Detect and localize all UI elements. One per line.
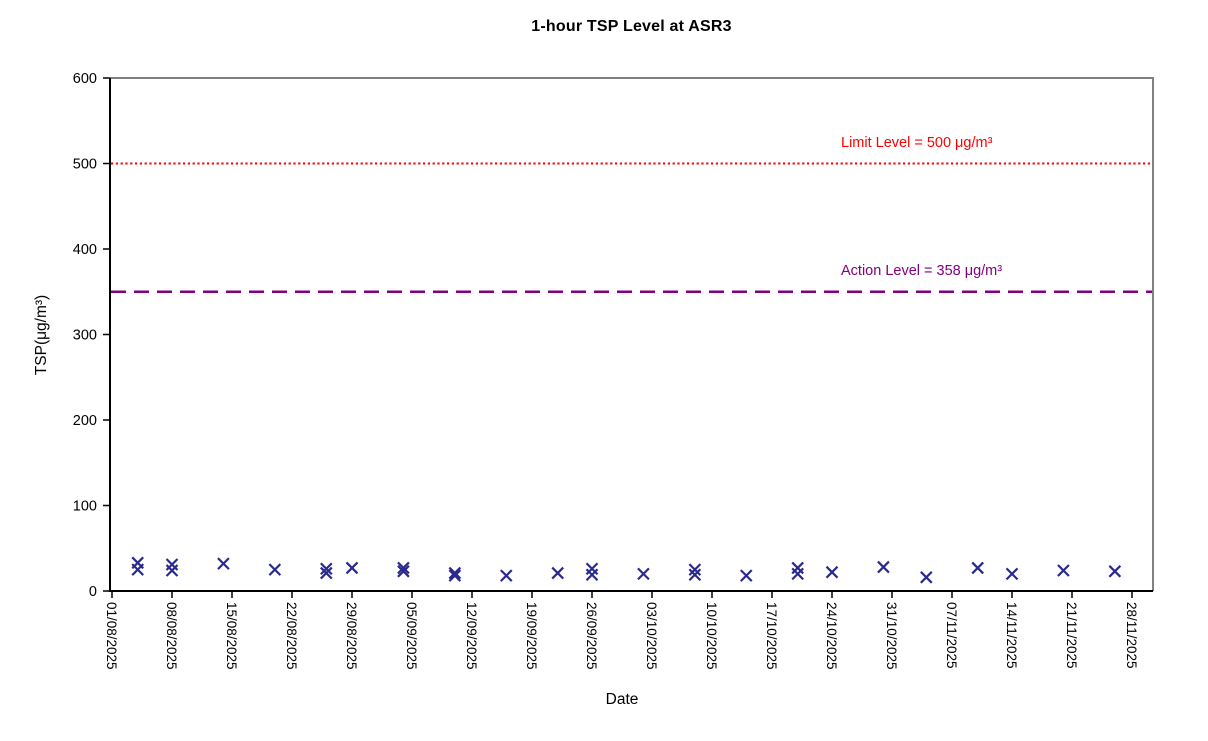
- action-level-label: Action Level = 358 μg/m³: [841, 263, 1003, 279]
- data-point-marker: [448, 566, 462, 580]
- chart-title: 1-hour TSP Level at ASR3: [531, 18, 732, 35]
- data-point-marker: [448, 569, 462, 582]
- x-tick-label: 07/11/2025: [944, 602, 959, 669]
- data-point-marker: [551, 566, 564, 580]
- y-tick-label: 0: [89, 584, 97, 600]
- data-point-marker: [320, 566, 333, 580]
- x-tick-label: 31/10/2025: [884, 602, 899, 670]
- x-tick-label: 03/10/2025: [644, 602, 659, 670]
- data-point-marker: [637, 567, 650, 581]
- x-tick-label: 26/09/2025: [584, 602, 599, 670]
- x-tick-label: 29/08/2025: [344, 602, 359, 670]
- data-point-marker: [791, 561, 804, 575]
- x-tick-label: 21/11/2025: [1064, 602, 1079, 669]
- limit-level-label: Limit Level = 500 μg/m³: [841, 135, 993, 151]
- data-point-marker: [971, 561, 984, 575]
- x-tick-label: 15/08/2025: [224, 602, 239, 670]
- y-tick-label: 300: [73, 328, 97, 344]
- y-tick-label: 200: [73, 413, 97, 429]
- data-point-marker: [791, 567, 804, 581]
- data-point-marker: [585, 562, 599, 576]
- data-point-marker: [688, 563, 702, 576]
- data-point-marker: [877, 560, 890, 574]
- data-point-marker: [217, 557, 230, 570]
- data-point-marker: [1108, 565, 1122, 578]
- data-point-marker: [500, 569, 513, 582]
- x-tick-label: 17/10/2025: [764, 602, 779, 670]
- data-point-marker: [920, 571, 933, 584]
- data-point-marker: [345, 561, 359, 575]
- data-point-marker: [1057, 564, 1070, 577]
- data-point-marker: [397, 561, 410, 575]
- data-point-marker: [825, 565, 839, 579]
- x-tick-label: 12/09/2025: [464, 602, 479, 670]
- x-tick-label: 24/10/2025: [824, 602, 839, 670]
- y-tick-label: 400: [73, 242, 97, 258]
- data-point-marker: [165, 558, 179, 571]
- x-axis-title: Date: [605, 691, 639, 708]
- data-point-marker: [131, 563, 144, 576]
- data-point-marker: [320, 562, 333, 576]
- x-tick-label: 01/08/2025: [104, 602, 119, 670]
- data-point-marker: [585, 568, 599, 582]
- y-tick-label: 600: [73, 71, 97, 87]
- plot-border: [110, 77, 1154, 591]
- data-point-marker: [268, 563, 282, 576]
- x-tick-label: 05/09/2025: [404, 602, 419, 670]
- y-tick-label: 100: [73, 499, 97, 515]
- x-tick-label: 10/10/2025: [704, 602, 719, 670]
- x-tick-label: 22/08/2025: [284, 602, 299, 670]
- data-point-marker: [1005, 567, 1019, 581]
- x-tick-label: 19/09/2025: [524, 602, 539, 670]
- x-tick-label: 14/11/2025: [1004, 602, 1019, 669]
- data-point-marker: [740, 569, 753, 582]
- y-tick-label: 500: [73, 157, 97, 173]
- x-tick-label: 28/11/2025: [1124, 602, 1139, 669]
- data-point-marker: [165, 564, 179, 577]
- x-tick-label: 08/08/2025: [164, 602, 179, 670]
- data-point-marker: [397, 565, 410, 578]
- data-point-marker: [688, 568, 702, 582]
